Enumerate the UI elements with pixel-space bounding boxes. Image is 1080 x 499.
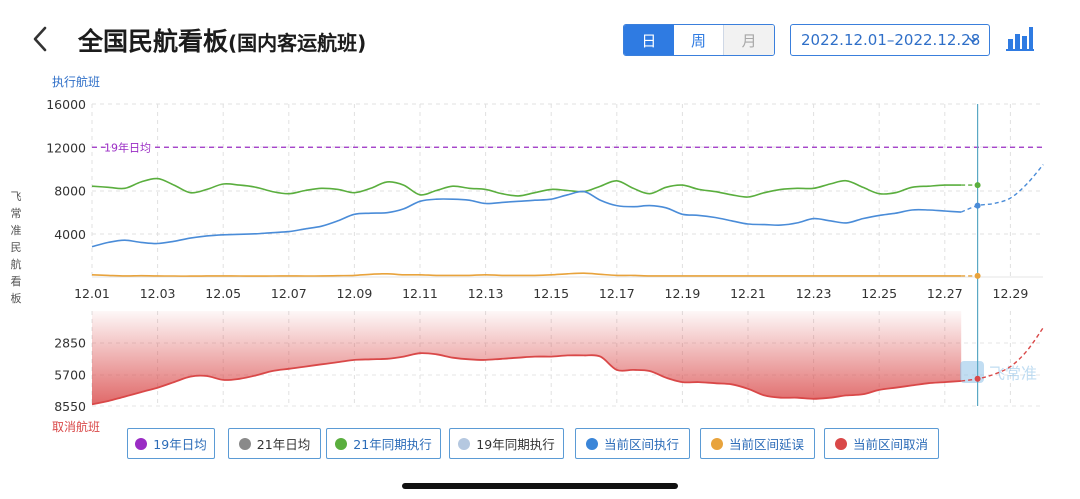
date-range-value: 2022.12.01–2022.12.28: [801, 31, 981, 49]
cursor-point: [974, 182, 981, 189]
legend-item[interactable]: 当前区间执行: [575, 428, 690, 459]
back-chevron-icon[interactable]: [28, 24, 54, 54]
side-label-char: 民: [11, 241, 22, 254]
side-label-char: 准: [11, 224, 22, 237]
x-tick-label: 12.13: [468, 286, 504, 301]
side-label-char: 看: [11, 274, 22, 288]
tab-month[interactable]: 月: [724, 25, 774, 55]
cursor-point: [974, 375, 981, 382]
series-line-delay: [91, 272, 962, 277]
reference-line-label: 19年日均: [104, 140, 151, 154]
legend-label: 当前区间延误: [728, 437, 804, 452]
legend-label: 19年日均: [153, 437, 207, 452]
bottom-y-tick-label: 5700: [54, 367, 86, 382]
side-label-char: 飞: [11, 190, 22, 203]
legend-item[interactable]: 19年日均: [127, 428, 215, 459]
legend-dot-icon: [710, 437, 723, 450]
legend-item[interactable]: 当前区间取消: [824, 428, 939, 459]
legend-item[interactable]: 21年日均: [228, 428, 321, 459]
page-title: 全国民航看板(国内客运航班): [78, 22, 366, 58]
legend-item[interactable]: 21年同期执行: [326, 428, 441, 459]
side-label-char: 航: [11, 257, 22, 271]
bottom-y-tick-label: 8550: [54, 399, 86, 414]
legend-dot-icon: [135, 437, 148, 450]
x-tick-label: 12.03: [140, 286, 176, 301]
bottom-y-axis-title: 取消航班: [52, 419, 100, 434]
x-tick-label: 12.25: [861, 286, 897, 301]
legend-label: 21年日均: [256, 437, 311, 452]
x-tick-label: 12.19: [665, 286, 701, 301]
forecast-line: [960, 164, 1044, 213]
page-title-sub: (国内客运航班): [228, 31, 367, 55]
side-label-char: 板: [11, 291, 22, 305]
tab-day[interactable]: 日: [624, 25, 674, 55]
legend-item[interactable]: 当前区间延误: [700, 428, 815, 459]
x-tick-label: 12.23: [796, 286, 832, 301]
x-tick-label: 12.29: [993, 286, 1029, 301]
chevron-down-icon: [968, 37, 978, 44]
x-tick-label: 12.11: [402, 286, 438, 301]
x-tick-label: 12.05: [205, 286, 241, 301]
tab-week[interactable]: 周: [674, 25, 725, 55]
top-y-tick-label: 8000: [54, 184, 86, 199]
flights-chart: 12.01 12.03 12.05 12.07 12.09 12.11 12.13 12.15…: [11, 74, 1044, 434]
cursor-point: [974, 272, 981, 279]
top-y-tick-label: 16000: [46, 97, 86, 112]
series-line-exec: [91, 190, 962, 248]
watermark-text: 飞常准: [989, 364, 1037, 383]
bottom-y-tick-label: 2850: [54, 336, 86, 351]
x-tick-label: 12.09: [337, 286, 373, 301]
legend-label: 当前区间取消: [852, 437, 928, 452]
x-tick-label: 12.01: [74, 286, 110, 301]
top-y-axis-title: 执行航班: [52, 74, 100, 89]
legend-dot-icon: [335, 437, 348, 450]
cursor-point: [974, 202, 981, 209]
side-label-char: 常: [11, 207, 22, 220]
bar-chart-icon[interactable]: [1006, 25, 1034, 51]
date-range-select[interactable]: 2022.12.01–2022.12.28: [790, 24, 990, 56]
legend-label: 21年同期执行: [353, 437, 432, 452]
cancel-area: [92, 311, 962, 405]
legend-dot-icon: [834, 437, 847, 450]
page-title-main: 全国民航看板: [78, 27, 229, 56]
x-tick-label: 12.27: [927, 286, 963, 301]
legend-label: 当前区间执行: [603, 437, 679, 452]
x-tick-label: 12.07: [271, 286, 307, 301]
x-tick-label: 12.15: [533, 286, 569, 301]
legend-item[interactable]: 19年同期执行: [449, 428, 564, 459]
series-line-cancel: [91, 352, 962, 406]
series-line-last-year: [91, 177, 962, 198]
chart-legend: 19年日均 21年日均 21年同期执行 19年同期执行 当前区间执行 当前区间延误 当前区间…: [127, 428, 957, 462]
top-y-tick-label: 4000: [54, 227, 86, 242]
home-indicator: [402, 483, 678, 489]
x-tick-label: 12.21: [730, 286, 766, 301]
legend-label: 19年同期执行: [476, 437, 555, 452]
top-y-tick-label: 12000: [46, 140, 86, 155]
period-tabs: 日 周 月: [623, 24, 775, 56]
x-tick-label: 12.17: [599, 286, 635, 301]
legend-dot-icon: [458, 437, 471, 450]
legend-dot-icon: [238, 437, 251, 450]
legend-dot-icon: [585, 437, 598, 450]
